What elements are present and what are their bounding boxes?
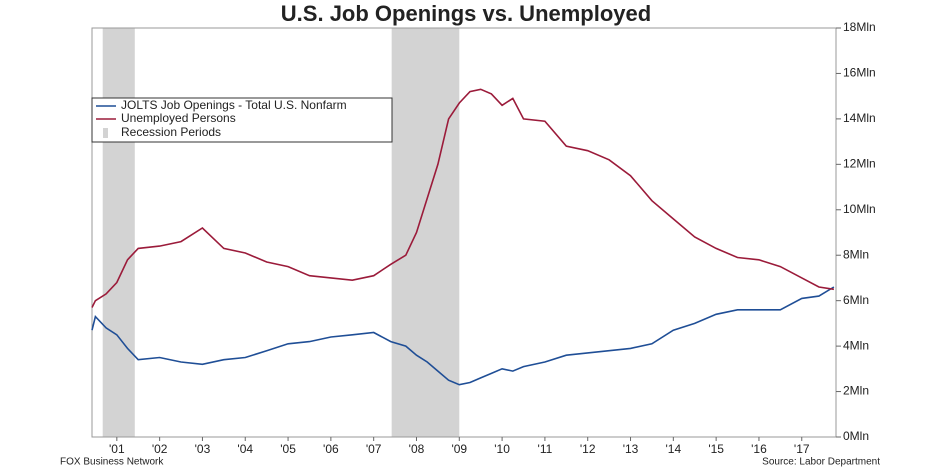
x-tick-label: '02 [152,442,168,456]
x-tick-label: '01 [109,442,125,456]
x-tick-label: '15 [708,442,724,456]
y-tick-label: 14Mln [843,111,876,125]
legend-label: Unemployed Persons [121,111,236,125]
x-tick-label: '05 [280,442,296,456]
plot-frame [91,27,837,438]
x-tick-label: '07 [366,442,382,456]
y-tick-label: 12Mln [843,157,876,171]
y-tick-label: 18Mln [843,20,876,34]
y-tick-label: 16Mln [843,66,876,80]
recession-band [102,28,135,437]
x-tick-label: '13 [623,442,639,456]
x-tick-label: '14 [666,442,682,456]
y-tick-label: 6Mln [843,293,869,307]
x-tick-label: '12 [580,442,596,456]
x-tick-label: '16 [751,442,767,456]
legend-label: Recession Periods [121,125,221,139]
x-tick-label: '10 [494,442,510,456]
x-tick-label: '04 [237,442,253,456]
y-tick-label: 8Mln [843,247,869,261]
x-tick-label: '09 [451,442,467,456]
legend-box [91,97,393,143]
footer-right: Source: Labor Department [762,457,880,468]
legend-label: JOLTS Job Openings - Total U.S. Nonfarm [121,98,347,112]
series-line [91,286,835,386]
y-tick-label: 0Mln [843,429,869,443]
y-tick-label: 2Mln [843,384,869,398]
x-tick-label: '03 [195,442,211,456]
x-tick-label: '17 [794,442,810,456]
x-tick-label: '08 [409,442,425,456]
x-tick-label: '11 [538,442,553,456]
chart-title: U.S. Job Openings vs. Unemployed [281,1,651,26]
legend-swatch [103,128,108,138]
recession-band [391,28,460,437]
legend: JOLTS Job Openings - Total U.S. NonfarmU… [91,97,393,143]
series-line [91,88,835,308]
footer-left: FOX Business Network [60,457,164,468]
x-tick-label: '06 [323,442,339,456]
y-tick-label: 10Mln [843,202,876,216]
y-tick-label: 4Mln [843,338,869,352]
